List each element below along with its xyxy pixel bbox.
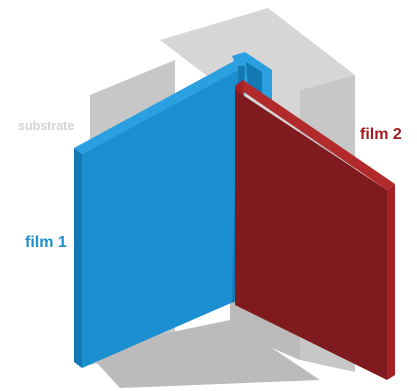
film-2 [235,80,395,380]
film-1-front-face [82,66,245,368]
substrate-inner-floor [230,300,300,360]
film-2-label: film 2 [360,126,402,143]
film-2-right-edge [387,184,395,380]
film-2-front-face [235,90,387,380]
film-1-label: film 1 [25,234,67,251]
substrate-label: substrate [18,119,75,133]
film-1-top-edge [74,60,245,154]
film-2-top-edge [235,80,395,190]
film-1-left-edge [74,148,82,368]
film-1 [74,52,272,368]
substrate-top-face [160,8,355,105]
substrate-bottom-face [85,320,320,388]
